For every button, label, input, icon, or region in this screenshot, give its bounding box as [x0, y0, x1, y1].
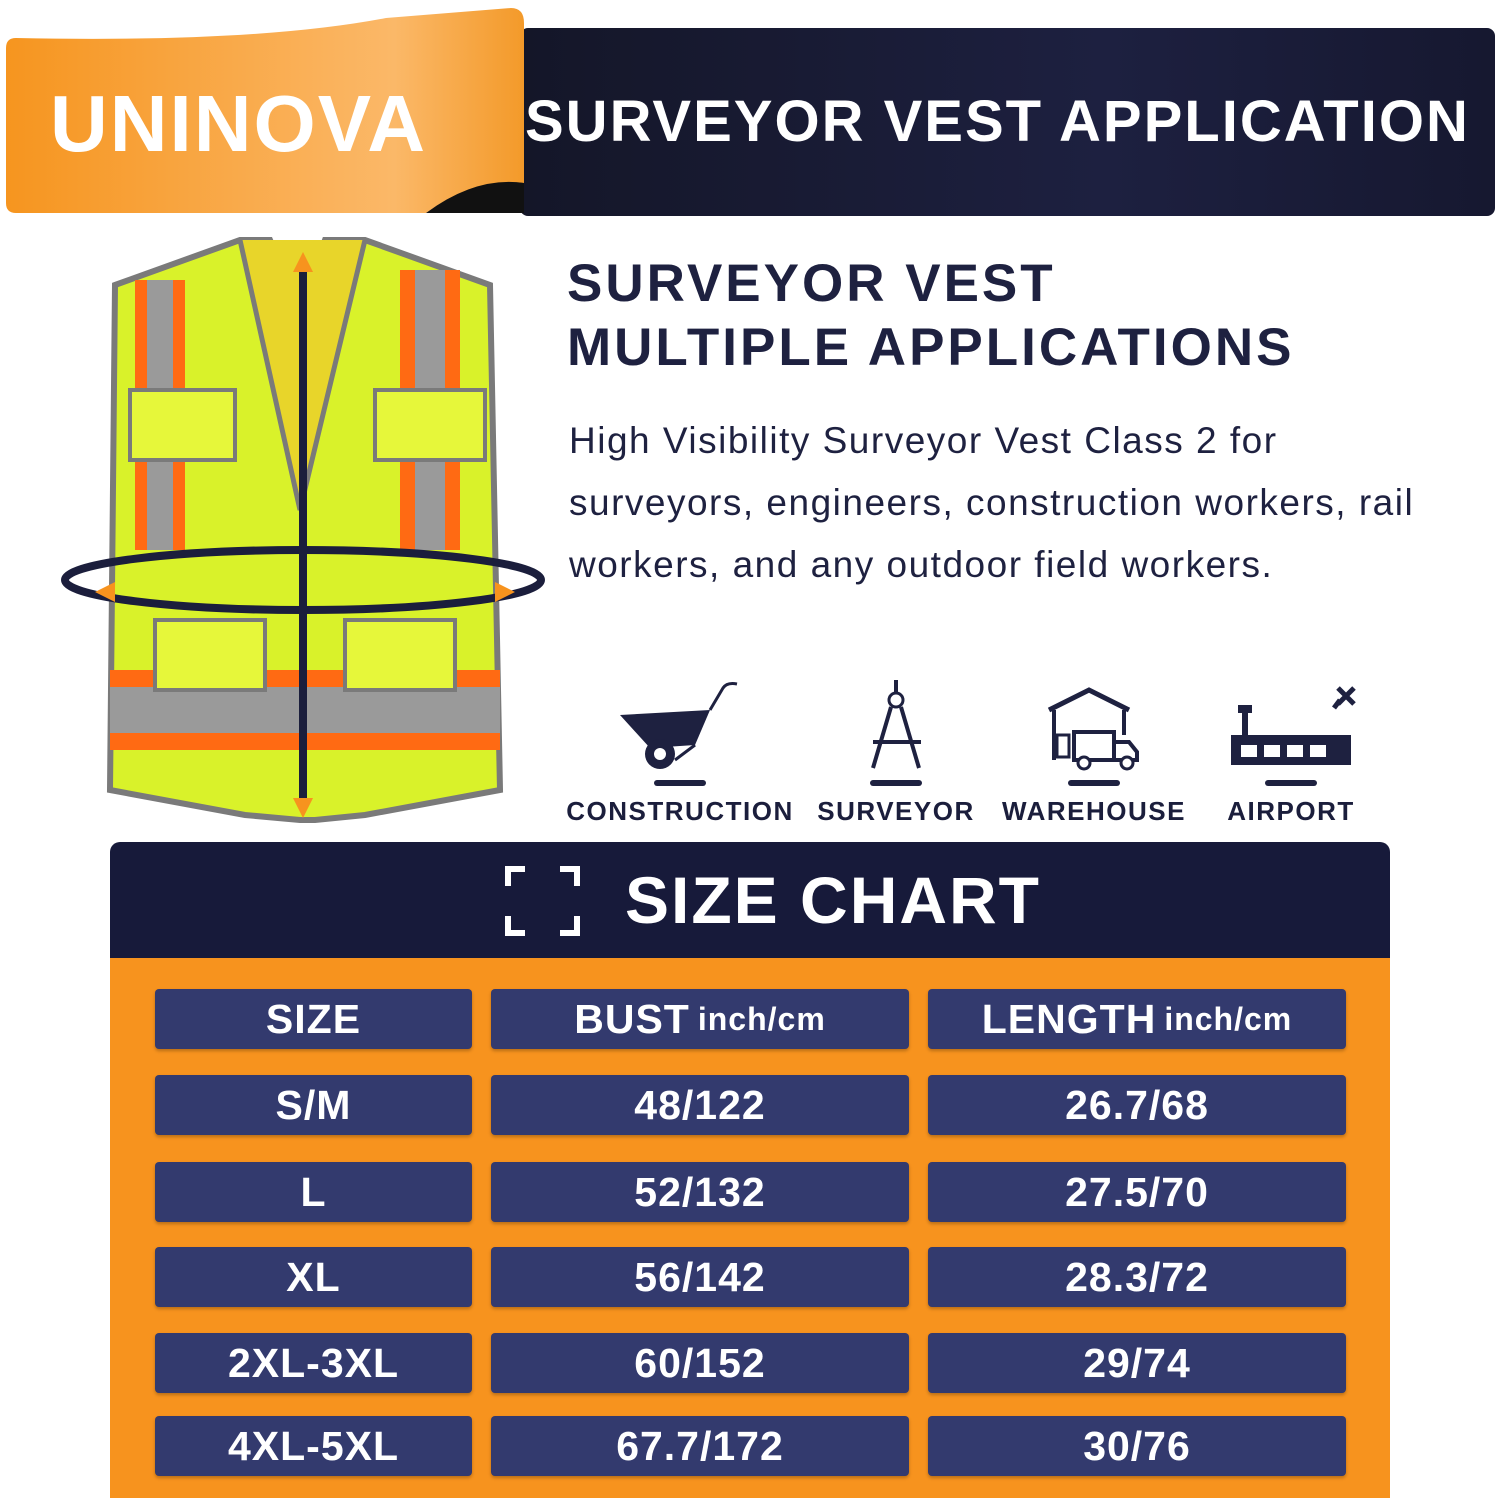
cell-text: S/M: [275, 1081, 352, 1128]
table-cell: 60/152: [491, 1333, 909, 1393]
cell-text: 2XL-3XL: [227, 1339, 400, 1386]
table-cell: 26.7/68: [928, 1075, 1346, 1135]
application-label: CONSTRUCTION: [566, 796, 794, 826]
table-cell: 29/74: [928, 1333, 1346, 1393]
section-heading: SURVEYOR VEST MULTIPLE APPLICATIONS: [567, 252, 1294, 380]
vest-image: [61, 237, 545, 823]
cell-text: 28.3/72: [1065, 1253, 1209, 1300]
table-cell: S/M: [155, 1075, 472, 1135]
divider: [1068, 780, 1120, 786]
brand-logo: UNINOVA: [50, 79, 427, 168]
table-cell: 27.5/70: [928, 1162, 1346, 1222]
cell-text: 27.5/70: [1065, 1168, 1209, 1215]
cell-text: 4XL-5XL: [227, 1422, 400, 1469]
application-label: WAREHOUSE: [1002, 796, 1186, 826]
application-label: SURVEYOR: [817, 796, 975, 826]
heading-line-2: MULTIPLE APPLICATIONS: [567, 318, 1295, 377]
cell-text: L: [300, 1168, 327, 1215]
size-chart-header: [110, 842, 1390, 960]
airport-icon: [1231, 686, 1356, 765]
logo-ribbon: [6, 8, 524, 213]
header-cell: LENGTH inch/cm: [928, 989, 1346, 1049]
size-brackets-icon: [505, 866, 580, 936]
header-cell: SIZE: [155, 989, 472, 1049]
compass-icon: [871, 680, 921, 769]
table-cell: 2XL-3XL: [155, 1333, 472, 1393]
unit-label: inch/cm: [697, 1000, 826, 1037]
warehouse-truck-icon: [1047, 687, 1139, 771]
banner-title: SURVEYOR VEST APPLICATION: [525, 89, 1470, 154]
divider: [870, 780, 922, 786]
table-cell: 67.7/172: [491, 1416, 909, 1476]
application-surveyor: SURVEYOR: [776, 680, 1016, 827]
table-cell: 48/122: [491, 1075, 909, 1135]
cell-text: LENGTH: [981, 995, 1157, 1042]
table-cell: 52/132: [491, 1162, 909, 1222]
table-cell: L: [155, 1162, 472, 1222]
size-chart-title: SIZE CHART: [625, 863, 1041, 937]
table-cell: 4XL-5XL: [155, 1416, 472, 1476]
cell-text: 52/132: [634, 1168, 766, 1215]
cell-text: 30/76: [1083, 1422, 1191, 1469]
table-cell: 30/76: [928, 1416, 1346, 1476]
cell-text: XL: [286, 1253, 341, 1300]
heading-line-1: SURVEYOR VEST: [567, 254, 1056, 313]
cell-text: 26.7/68: [1065, 1081, 1209, 1128]
application-airport: AIRPORT: [1171, 680, 1411, 827]
cell-text: 56/142: [634, 1253, 766, 1300]
divider: [1265, 780, 1317, 786]
table-cell: XL: [155, 1247, 472, 1307]
application-construction: CONSTRUCTION: [560, 680, 800, 827]
wheelbarrow-icon: [620, 682, 738, 769]
description: High Visibility Surveyor Vest Class 2 fo…: [569, 420, 1415, 585]
application-warehouse: WAREHOUSE: [974, 680, 1214, 827]
banner-background: [520, 28, 1495, 216]
table-cell: 28.3/72: [928, 1247, 1346, 1307]
cell-text: 29/74: [1083, 1339, 1191, 1386]
divider: [654, 780, 706, 786]
application-label: AIRPORT: [1227, 796, 1355, 826]
cell-text: 48/122: [634, 1081, 766, 1128]
header-cell: BUST inch/cm: [491, 989, 909, 1049]
table-cell: 56/142: [491, 1247, 909, 1307]
cell-text: 60/152: [634, 1339, 766, 1386]
cell-text: BUST: [574, 995, 690, 1042]
cell-text: SIZE: [265, 995, 362, 1042]
unit-label: inch/cm: [1164, 1000, 1293, 1037]
cell-text: 67.7/172: [616, 1422, 784, 1469]
